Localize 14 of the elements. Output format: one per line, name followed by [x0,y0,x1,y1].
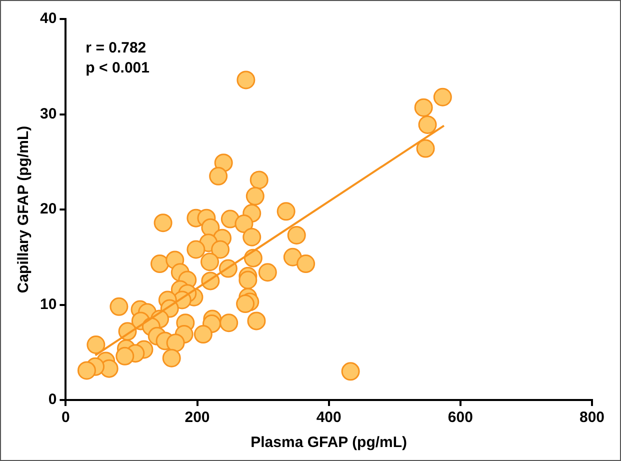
y-tick-label: 10 [40,296,57,313]
y-tick-label: 40 [40,10,57,28]
x-tick-label: 800 [579,409,605,426]
x-tick-label: 400 [316,409,342,426]
x-axis-title: Plasma GFAP (pg/mL) [250,434,408,452]
annotation: r = 0.782 [86,40,146,57]
x-tick-label: 0 [62,409,70,426]
x-tick-label: 600 [448,409,473,426]
y-tick-label: 20 [40,200,57,218]
y-axis-title: Capillary GFAP (pg/mL) [15,126,32,294]
y-tick-label: 0 [48,391,57,408]
annotation: p < 0.001 [86,60,150,77]
y-tick-label: 30 [40,105,57,122]
x-tick-label: 200 [184,409,210,426]
